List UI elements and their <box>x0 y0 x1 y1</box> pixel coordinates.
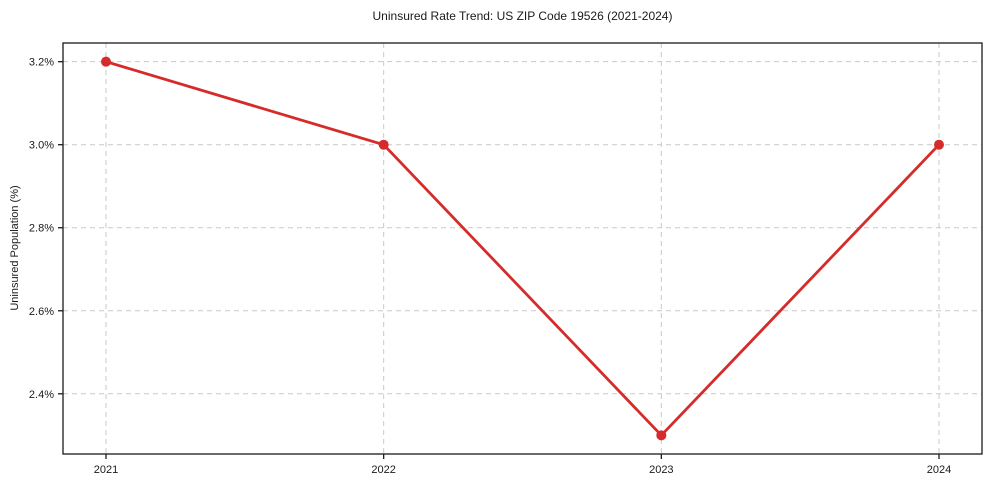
data-point-marker <box>934 139 944 150</box>
x-tick-label: 2022 <box>371 464 395 476</box>
data-line <box>104 60 941 437</box>
y-tick-label: 2.8% <box>29 223 54 235</box>
y-tick-label: 3.0% <box>29 140 54 152</box>
x-tick-label: 2023 <box>649 464 673 476</box>
plot-border <box>62 42 983 455</box>
y-tick-label: 3.2% <box>29 57 54 69</box>
data-point-marker <box>378 139 389 150</box>
data-point-marker <box>101 56 111 67</box>
data-point-marker <box>656 430 667 441</box>
y-axis-label: Uninsured Population (%) <box>9 185 21 311</box>
x-tick-label: 2024 <box>927 464 951 476</box>
chart-title: Uninsured Rate Trend: US ZIP Code 19526 … <box>372 9 673 23</box>
y-tick-label: 2.6% <box>29 306 54 318</box>
y-tick-label: 2.4% <box>29 389 54 401</box>
x-tick-label: 2021 <box>94 464 118 476</box>
